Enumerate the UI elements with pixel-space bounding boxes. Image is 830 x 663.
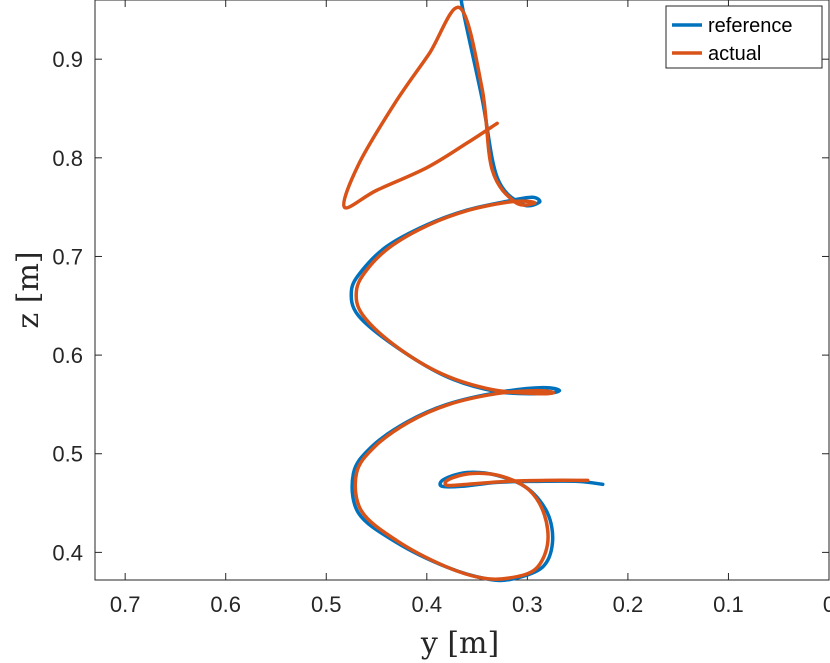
y-tick-label: 0.4 bbox=[52, 540, 83, 565]
y-tick-label: 0.5 bbox=[52, 442, 83, 467]
series-layer bbox=[342, 0, 605, 583]
y-tick-label: 0.8 bbox=[52, 146, 83, 171]
legend-label-reference: reference bbox=[708, 15, 793, 37]
legend-label-actual: actual bbox=[708, 43, 761, 65]
legend-box bbox=[665, 5, 823, 69]
y-tick-label: 0.6 bbox=[52, 343, 83, 368]
y-tick-label: 0.9 bbox=[52, 47, 83, 72]
series-line-actual bbox=[342, 5, 590, 582]
x-tick-label: 0.5 bbox=[311, 592, 342, 617]
y-tick-label: 0.7 bbox=[52, 244, 83, 269]
x-axis-label: y [m] bbox=[420, 626, 499, 661]
x-tick-label: 0.7 bbox=[110, 592, 141, 617]
x-tick-label: 0 bbox=[823, 592, 830, 617]
x-tick-label: 0.1 bbox=[713, 592, 744, 617]
x-tick-label: 0.3 bbox=[512, 592, 543, 617]
legend: reference actual bbox=[665, 5, 823, 69]
x-tick-label: 0.6 bbox=[210, 592, 241, 617]
plot-area bbox=[94, 0, 830, 581]
x-tick-label: 0.2 bbox=[613, 592, 644, 617]
x-tick-label: 0.4 bbox=[412, 592, 443, 617]
axis-tick-labels: 0.7 0.6 0.5 0.4 0.3 0.2 0.1 0 0.4 0.5 0.6 0.7 0.8 0.9 bbox=[52, 47, 830, 617]
y-axis-label: z [m] bbox=[11, 251, 46, 328]
